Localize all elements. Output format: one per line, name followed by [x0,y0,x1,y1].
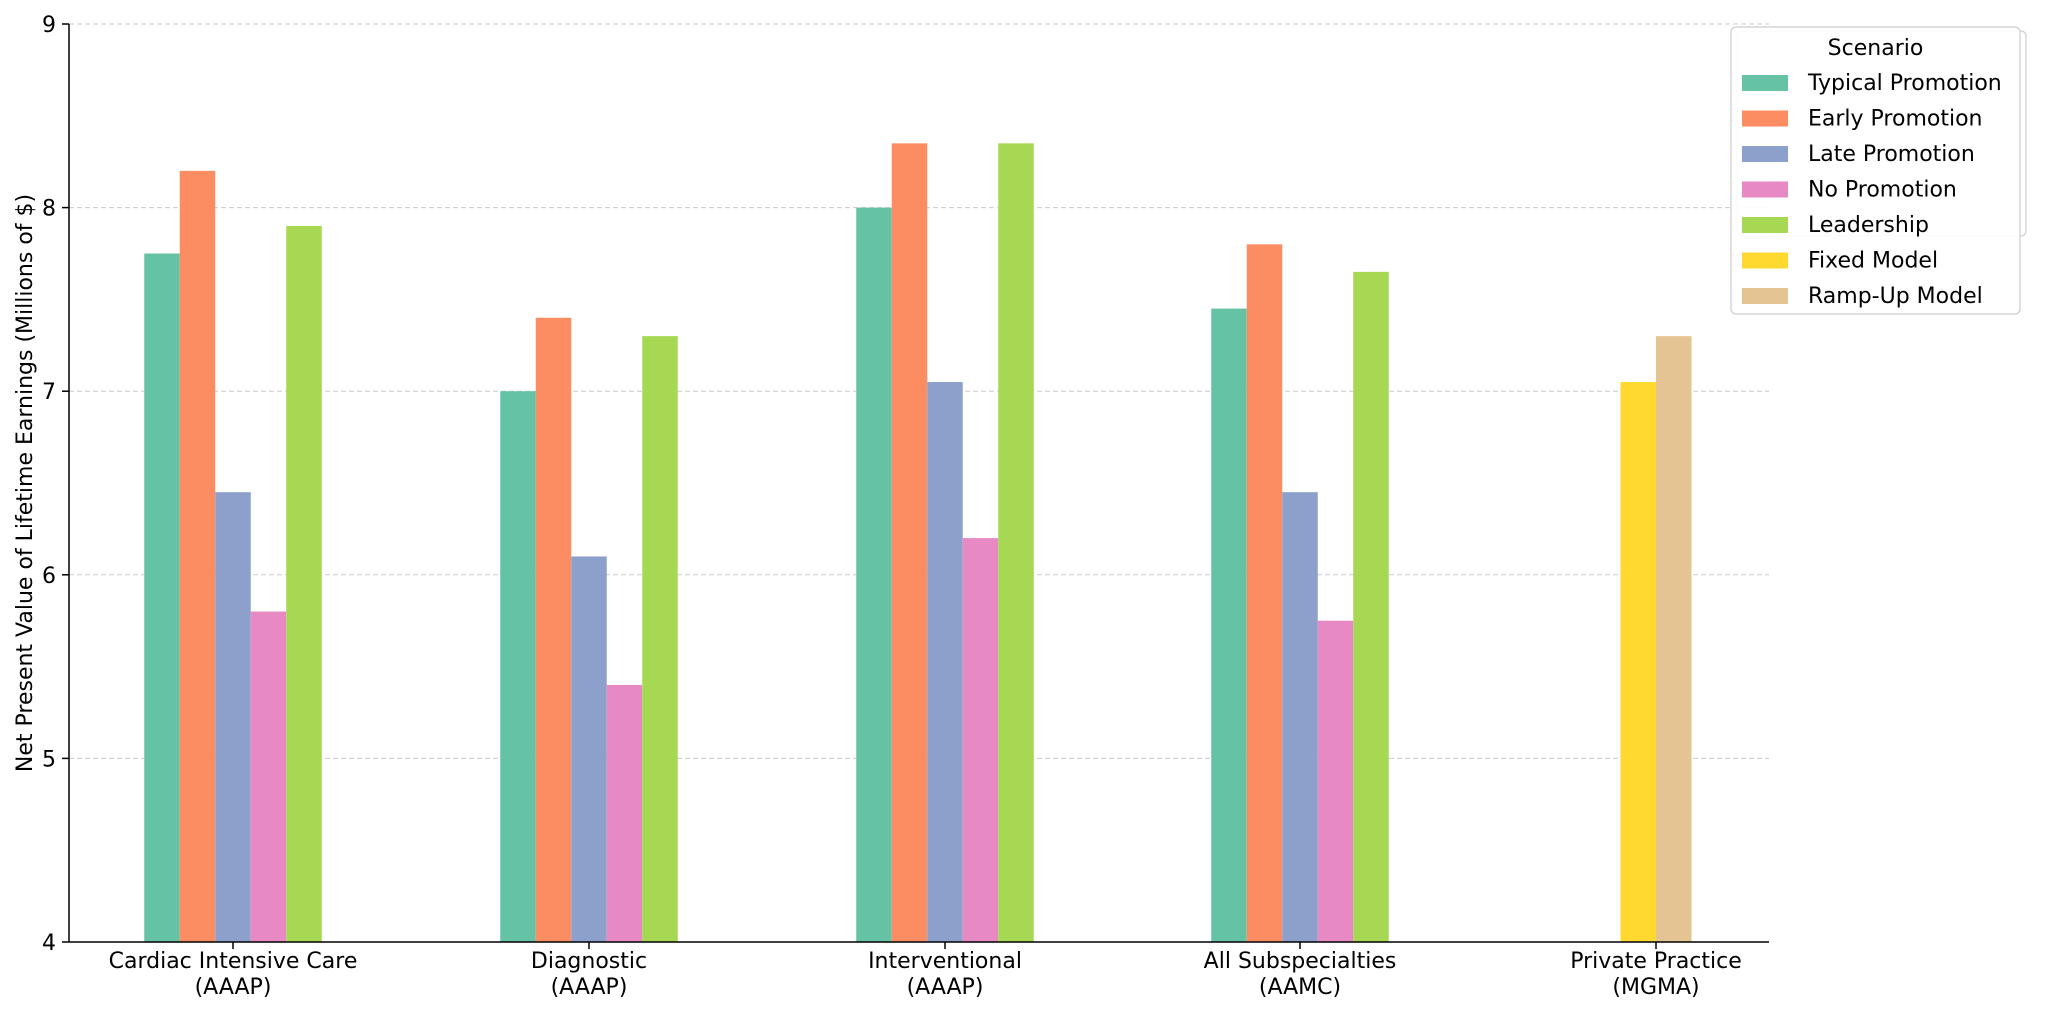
bar-fixed-model-cat4 [1620,382,1656,942]
bar-late-promotion-cat0 [215,492,251,942]
bar-ramp-up-model-cat4 [1656,336,1692,942]
bar-early-promotion-cat3 [1246,244,1283,942]
bar-leadership-cat1 [642,336,678,942]
legend-swatch-no-promotion [1742,181,1788,198]
bar-no-promotion-cat3 [1317,620,1354,942]
x-tick-label-line: Interventional [868,949,1022,974]
x-tick-label-line: Cardiac Intensive Care [109,949,358,974]
bar-typical-promotion-cat3 [1211,308,1247,943]
y-tick-label-7: 7 [42,380,56,405]
legend-label-fixed-model: Fixed Model [1808,249,1938,274]
x-tick-label-line: (MGMA) [1612,975,1699,1000]
legend-swatch-typical-promotion [1742,75,1788,91]
legend-label-typical-promotion: Typical Promotion [1807,71,2002,96]
legend-swatch-leadership [1742,217,1788,233]
legend-label-early-promotion: Early Promotion [1808,107,1983,132]
x-tick-label-line: (AAAP) [195,975,272,1000]
x-tick-label-line: (AAMC) [1259,975,1341,1000]
y-tick-label-5: 5 [42,747,56,772]
legend-swatch-ramp-up-model [1742,288,1788,304]
legend: Scenario Typical Promotion Early Promotio… [1730,26,2027,315]
bar-early-promotion-cat1 [535,317,572,942]
bar-typical-promotion-cat1 [500,391,536,942]
x-tick-label-1: Diagnostic (AAAP) [531,949,647,1000]
legend-swatch-early-promotion [1742,110,1788,127]
x-tick-label-line: Diagnostic [531,949,647,974]
axis-layer [62,23,1769,949]
x-tick-label-4: Private Practice (MGMA) [1570,949,1742,1000]
y-tick-label-4: 4 [42,931,56,956]
bar-layer [144,143,1692,943]
bar-leadership-cat2 [998,143,1034,943]
legend-box [1730,26,2021,315]
bar-leadership-cat0 [286,225,322,942]
legend-label-no-promotion: No Promotion [1808,178,1957,203]
legend-swatch-late-promotion [1742,146,1788,162]
x-tick-label-line: Private Practice [1570,949,1742,974]
y-tick-label-9: 9 [42,13,56,38]
bar-no-promotion-cat2 [962,538,999,942]
bar-no-promotion-cat0 [250,611,287,942]
y-tick-label-8: 8 [42,197,56,222]
legend-label-leadership: Leadership [1808,213,1929,238]
legend-label-ramp-up-model: Ramp-Up Model [1808,284,1983,309]
x-tick-label-0: Cardiac Intensive Care (AAAP) [109,949,358,1000]
bar-early-promotion-cat0 [179,170,216,942]
bar-late-promotion-cat1 [571,556,607,942]
x-tick-label-line: All Subspecialties [1204,949,1397,974]
legend-swatch-fixed-model [1742,252,1788,269]
x-tick-label-3: All Subspecialties (AAMC) [1204,949,1397,1000]
legend-title: Scenario [1828,36,1924,61]
bar-typical-promotion-cat2 [856,207,892,943]
y-axis-label: Net Present Value of Lifetime Earnings (… [13,194,38,772]
legend-items: Typical Promotion Early Promotion Late Pro… [1742,71,2002,309]
bar-typical-promotion-cat0 [144,253,180,942]
x-tick-label-line: (AAAP) [551,975,628,1000]
bar-no-promotion-cat1 [606,684,643,942]
x-tick-label-line: (AAAP) [907,975,984,1000]
bar-late-promotion-cat2 [927,382,963,942]
x-tick-label-2: Interventional (AAAP) [868,949,1022,1000]
bar-late-promotion-cat3 [1282,492,1318,942]
bar-early-promotion-cat2 [891,143,928,943]
y-tick-label-6: 6 [42,564,56,589]
bar-leadership-cat3 [1353,271,1389,942]
legend-label-late-promotion: Late Promotion [1808,142,1975,167]
